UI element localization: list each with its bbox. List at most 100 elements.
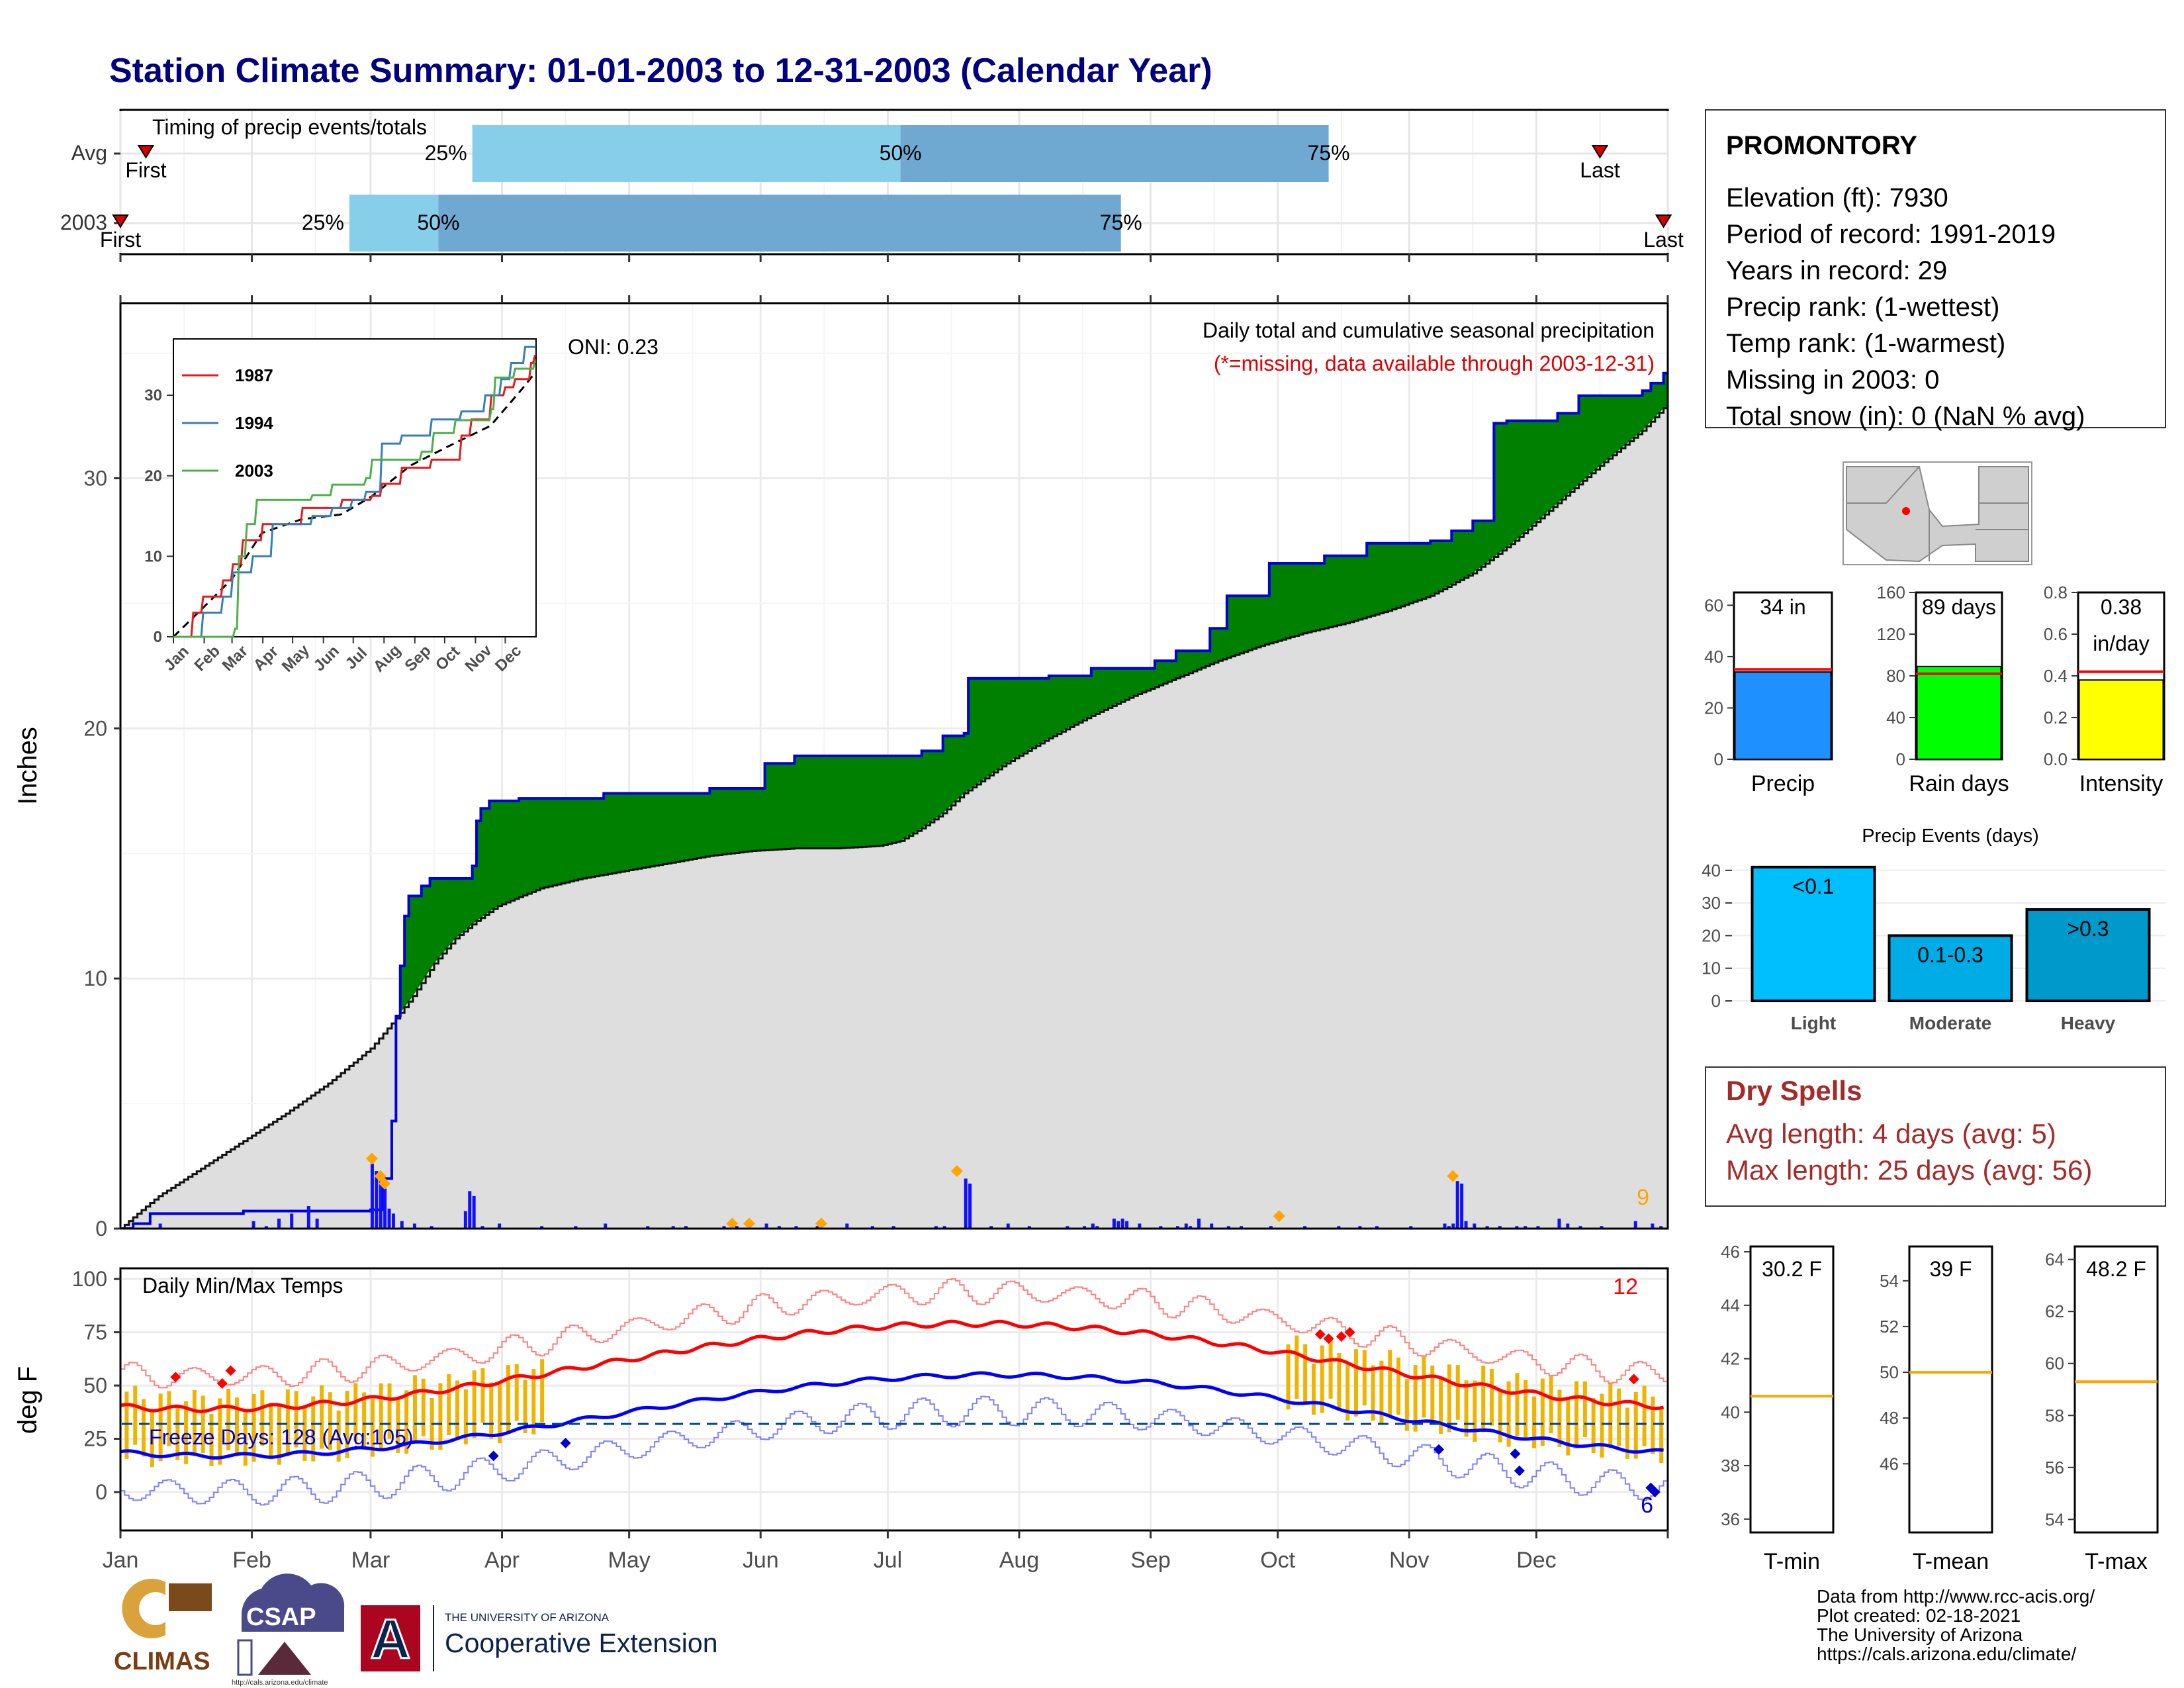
footer-line: https://cals.arizona.edu/climate/: [1817, 1644, 2076, 1664]
surplus-fill: [1566, 413, 1571, 496]
daily-precip-bar: [684, 1226, 688, 1229]
timing-marker-first: [137, 145, 155, 159]
daily-temp-bar: [1608, 1383, 1613, 1448]
daily-temp-bar: [1515, 1373, 1520, 1436]
station-line: Elevation (ft): 7930: [1726, 183, 1948, 212]
daily-temp-bar: [320, 1385, 324, 1449]
temp-y-tick-label: 50: [83, 1374, 107, 1397]
surplus-fill: [1582, 395, 1588, 481]
surplus-fill: [426, 886, 431, 977]
events-bar-label: <0.1: [1792, 874, 1834, 898]
csap-url: http://cals.arizona.edu/climate: [232, 1679, 328, 1687]
surplus-fill: [705, 793, 710, 857]
surplus-fill: [489, 800, 494, 912]
surplus-fill: [1083, 675, 1088, 721]
surplus-fill: [671, 793, 676, 863]
timing-bar-50-75: [438, 195, 1121, 252]
daily-temp-bar: [1439, 1378, 1443, 1434]
surplus-fill: [1078, 675, 1083, 723]
surplus-fill: [709, 788, 715, 857]
daily-temp-bar: [226, 1388, 231, 1450]
timing-bar-25-50: [349, 195, 439, 252]
daily-temp-bar: [1353, 1349, 1358, 1417]
ua-block: [361, 1605, 420, 1671]
temp-box-y-tick-label: 36: [1721, 1509, 1740, 1529]
surplus-fill: [586, 798, 592, 878]
inset-legend-label: 1994: [235, 413, 273, 433]
surplus-fill: [951, 735, 956, 806]
temp-y-label: deg F: [13, 1366, 42, 1434]
surplus-fill: [1557, 413, 1563, 504]
bar-chart-y-tick-label: 0.4: [2044, 666, 2068, 686]
daily-temp-bar: [1473, 1380, 1477, 1442]
daily-temp-bar: [1303, 1344, 1308, 1402]
surplus-fill: [1413, 543, 1418, 602]
surplus-fill: [782, 763, 787, 849]
daily-temp-bar: [142, 1399, 146, 1457]
surplus-fill: [1112, 668, 1117, 706]
logos: CLIMAS CSAP http://cals.arizona.edu/clim…: [114, 1573, 718, 1687]
surplus-fill: [1108, 668, 1113, 708]
daily-precip-bar: [400, 1221, 404, 1229]
surplus-fill: [531, 798, 537, 892]
surplus-fill: [1596, 395, 1601, 470]
surplus-fill: [599, 798, 604, 876]
events-category-label: Moderate: [1909, 1013, 1991, 1033]
surplus-fill: [1371, 543, 1376, 616]
surplus-fill: [1362, 555, 1367, 619]
surplus-fill: [1345, 555, 1351, 624]
daily-temp-bar: [362, 1392, 367, 1450]
surplus-fill: [506, 800, 511, 903]
surplus-fill: [629, 793, 634, 870]
daily-temp-bar: [1345, 1362, 1350, 1421]
month-tick-label: Jun: [743, 1548, 779, 1573]
surplus-fill: [760, 788, 766, 851]
surplus-fill: [1006, 678, 1011, 764]
surplus-fill: [697, 793, 702, 859]
surplus-fill: [620, 793, 625, 872]
surplus-fill: [1184, 651, 1189, 675]
surplus-fill: [1545, 420, 1550, 515]
surplus-fill: [447, 878, 452, 949]
surplus-fill: [1040, 678, 1045, 743]
temp-box-y-tick-label: 54: [1880, 1271, 1899, 1291]
record-low-marker: [1510, 1448, 1521, 1460]
csap-wordmark: CSAP: [246, 1603, 316, 1631]
ua-logo: A THE UNIVERSITY OF ARIZONA Cooperative …: [361, 1605, 718, 1671]
daily-temp-bar: [1600, 1393, 1604, 1458]
surplus-fill: [484, 808, 490, 915]
daily-temp-bar: [404, 1390, 409, 1454]
csap-logo: CSAP http://cals.arizona.edu/climate: [232, 1573, 345, 1687]
surplus-fill: [463, 878, 469, 932]
surplus-fill: [726, 788, 731, 854]
record-high-marker: [216, 1378, 228, 1389]
daily-precip-bar: [1447, 1226, 1451, 1229]
extreme-precip-marker: [815, 1217, 827, 1229]
surplus-fill: [641, 793, 647, 868]
daily-precip-bar: [375, 1171, 379, 1229]
inset-legend-label: 1987: [235, 365, 273, 385]
record-low-marker: [1514, 1465, 1525, 1476]
surplus-fill: [1434, 540, 1439, 594]
surplus-fill: [459, 878, 465, 935]
footer-line: The University of Arizona: [1817, 1624, 2023, 1645]
daily-precip-bar: [1515, 1226, 1519, 1229]
extreme-precip-marker: [950, 1165, 963, 1178]
surplus-fill: [1062, 675, 1067, 732]
bar-chart-y-tick-label: 20: [1704, 698, 1723, 718]
surplus-fill: [1175, 651, 1181, 679]
record-low-marker: [488, 1450, 499, 1462]
surplus-fill: [1625, 395, 1630, 445]
surplus-fill: [1358, 555, 1363, 620]
surplus-fill: [1167, 661, 1173, 682]
surplus-fill: [811, 755, 817, 849]
surplus-fill: [1422, 543, 1427, 599]
daily-precip-bar: [472, 1196, 476, 1229]
station-location-marker: [1902, 507, 1910, 515]
daily-precip-bar: [383, 1188, 387, 1229]
daily-temp-bar: [1447, 1364, 1451, 1432]
surplus-fill: [1142, 668, 1147, 692]
surplus-fill: [404, 915, 410, 1008]
surplus-fill: [680, 793, 685, 861]
bar-chart-bar: [2078, 679, 2164, 761]
